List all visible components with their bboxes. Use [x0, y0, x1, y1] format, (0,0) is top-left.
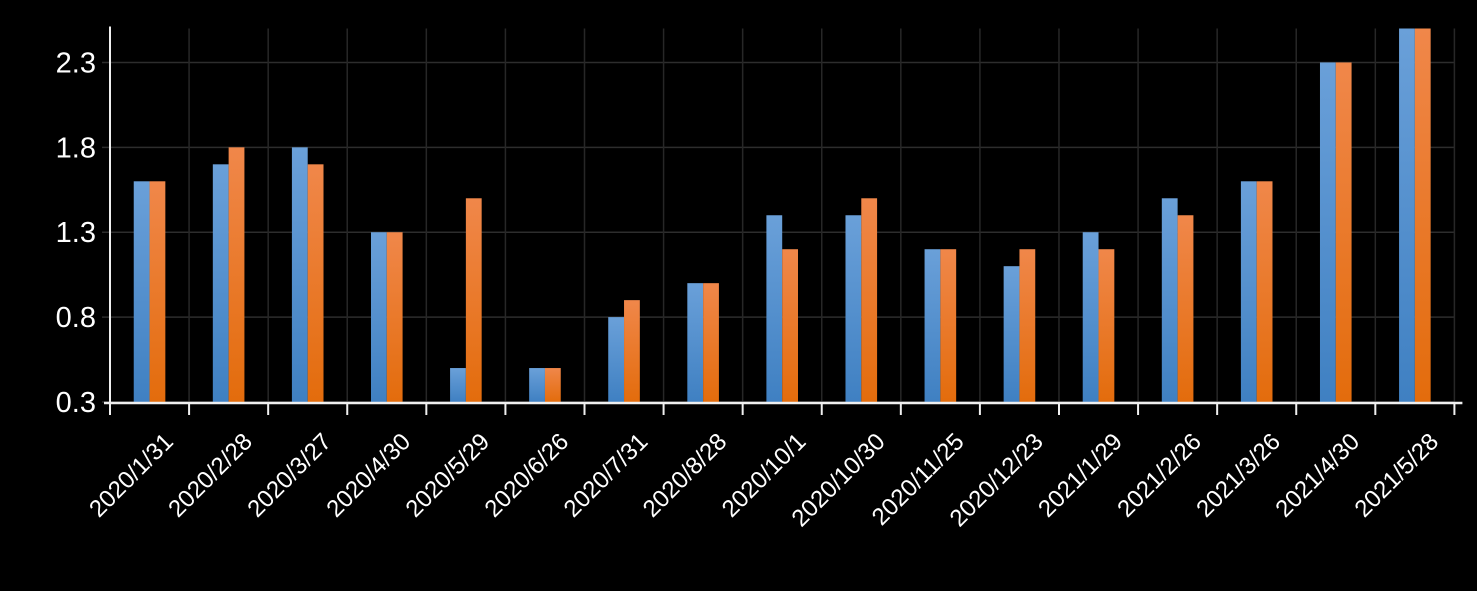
bar-blue-16	[1399, 28, 1415, 402]
y-axis-label: 0.3	[56, 387, 96, 419]
bar-blue-3	[370, 232, 387, 402]
bar-blue-10	[924, 249, 941, 402]
x-axis-label: 2021/4/30	[1270, 428, 1365, 523]
y-axis-label: 0.8	[56, 302, 96, 334]
bar-orange-10	[940, 249, 957, 402]
bar-orange-9	[861, 198, 878, 402]
bar-orange-12	[1098, 249, 1115, 402]
bar-blue-9	[845, 215, 862, 402]
bar-blue-7	[687, 283, 704, 402]
x-axis-label: 2021/2/26	[1112, 428, 1207, 523]
x-axis-label: 2020/5/29	[401, 428, 496, 523]
bar-blue-14	[1240, 181, 1257, 402]
x-axis-label: 2020/6/26	[480, 428, 575, 523]
bar-orange-6	[624, 300, 640, 402]
x-axis-label: 2020/4/30	[321, 428, 416, 523]
y-axis-label: 2.3	[56, 47, 96, 79]
bar-blue-4	[450, 368, 466, 402]
bar-blue-8	[766, 215, 783, 402]
y-axis-label: 1.3	[56, 217, 96, 249]
bar-blue-13	[1161, 198, 1178, 402]
bar-blue-11	[1003, 266, 1020, 402]
bar-orange-4	[465, 198, 482, 402]
x-axis-label: 2020/3/27	[242, 428, 337, 523]
x-axis-label: 2021/1/29	[1033, 428, 1128, 523]
bar-orange-8	[782, 249, 798, 402]
bar-blue-15	[1319, 62, 1336, 403]
bar-blue-0	[133, 181, 150, 402]
x-axis-label: 2020/2/28	[163, 428, 258, 523]
bar-orange-7	[703, 283, 719, 402]
bar-blue-5	[529, 368, 545, 402]
bar-blue-12	[1082, 232, 1099, 402]
y-axis-label: 1.8	[56, 132, 96, 164]
bar-orange-14	[1256, 181, 1273, 402]
bar-blue-6	[608, 317, 625, 402]
bar-orange-0	[149, 181, 166, 402]
bar-orange-16	[1414, 28, 1431, 402]
x-axis-label: 2020/7/31	[559, 428, 654, 523]
x-axis-label: 2020/8/28	[638, 428, 733, 523]
x-axis-label: 2020/1/31	[84, 428, 179, 523]
x-axis-label: 2021/5/28	[1350, 428, 1445, 523]
bar-blue-1	[212, 164, 229, 402]
bar-blue-2	[291, 147, 308, 402]
bar-orange-3	[386, 232, 403, 402]
x-axis-label: 2021/3/26	[1191, 428, 1286, 523]
bar-orange-5	[544, 368, 561, 402]
bar-orange-2	[307, 164, 324, 402]
bar-orange-13	[1177, 215, 1194, 402]
bar-orange-11	[1019, 249, 1036, 402]
bar-orange-15	[1335, 62, 1352, 403]
bar-orange-1	[228, 147, 245, 402]
